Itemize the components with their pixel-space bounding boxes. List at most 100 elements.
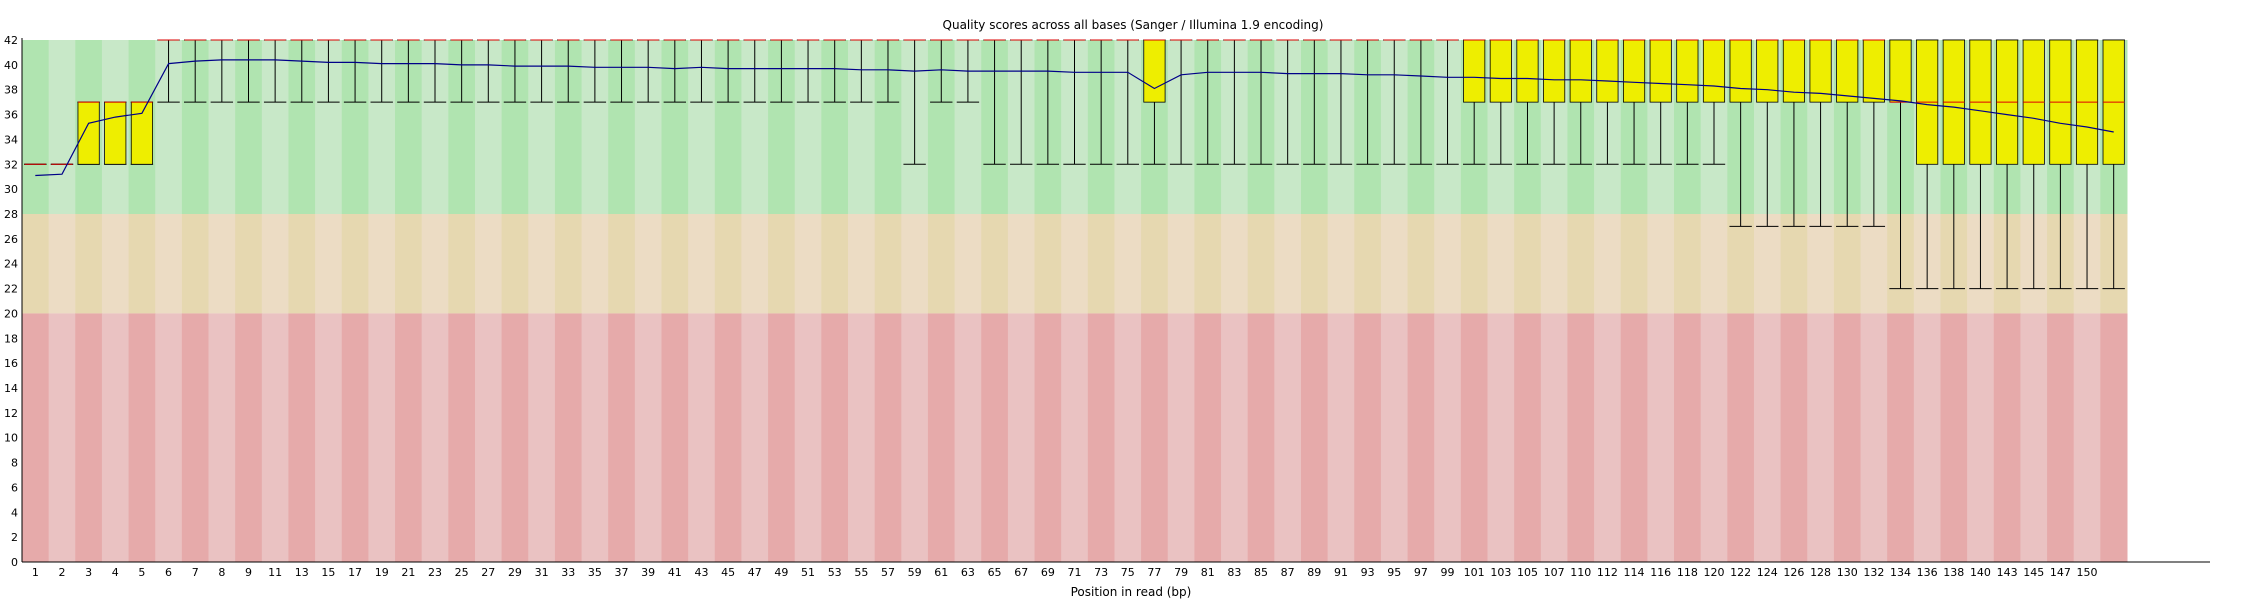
- reasonable-zone-cell: [661, 214, 689, 314]
- reasonable-zone-cell: [1354, 214, 1382, 314]
- reasonable-zone-cell: [1460, 214, 1489, 314]
- poor-zone-cell: [128, 313, 156, 562]
- poor-zone-cell: [1247, 313, 1275, 562]
- reasonable-zone-cell: [927, 214, 956, 314]
- poor-zone-cell: [1514, 313, 1542, 562]
- poor-zone-cell: [1434, 313, 1462, 562]
- iqr-box: [1889, 39, 1912, 103]
- x-axis-ticks: 1 2 3 4 5 6 7 8 9 11 13 15 17 19 21 23 25 27 29 31 33 35 37 39 4…: [32, 566, 2098, 579]
- y-tick-label: 26: [4, 233, 18, 246]
- poor-zone-cell: [75, 313, 103, 562]
- poor-zone-cell: [927, 313, 956, 562]
- poor-zone-cell: [448, 313, 476, 562]
- reasonable-zone-cell: [1540, 214, 1568, 314]
- iqr-box: [1596, 39, 1619, 103]
- x-tick-label: 85: [1254, 566, 1268, 579]
- poor-zone-cell: [1087, 313, 1115, 562]
- poor-zone-cell: [1221, 313, 1249, 562]
- x-tick-label: 118: [1677, 566, 1698, 579]
- reasonable-zone-cell: [1087, 214, 1115, 314]
- poor-zone-cell: [1887, 313, 1915, 562]
- reasonable-zone-cell: [634, 214, 662, 314]
- chart-title: Quality scores across all bases (Sanger …: [943, 18, 1324, 32]
- poor-zone-cell: [1807, 313, 1835, 562]
- reasonable-zone-cell: [741, 214, 769, 314]
- poor-zone-cell: [528, 313, 556, 562]
- poor-zone-cell: [1780, 313, 1808, 562]
- iqr-box: [130, 101, 153, 165]
- y-tick-label: 30: [4, 183, 18, 196]
- poor-zone-cell: [1194, 313, 1222, 562]
- poor-zone-cell: [421, 313, 449, 562]
- poor-zone-cell: [1274, 313, 1302, 562]
- x-tick-label: 136: [1917, 566, 1938, 579]
- reasonable-zone-cell: [421, 214, 449, 314]
- boxes: [77, 39, 2125, 165]
- iqr-box: [104, 101, 127, 165]
- reasonable-zone-cell: [1167, 214, 1195, 314]
- x-tick-label: 57: [881, 566, 895, 579]
- poor-zone-cell: [261, 313, 289, 562]
- x-tick-label: 99: [1441, 566, 1455, 579]
- x-tick-label: 91: [1334, 566, 1348, 579]
- poor-zone-cell: [1647, 313, 1675, 562]
- y-tick-label: 24: [4, 258, 18, 271]
- x-tick-label: 9: [245, 566, 252, 579]
- reasonable-zone-cell: [448, 214, 476, 314]
- good-zone-cell: [22, 40, 50, 214]
- x-tick-label: 95: [1387, 566, 1401, 579]
- x-tick-label: 122: [1730, 566, 1751, 579]
- reasonable-zone-cell: [501, 214, 529, 314]
- reasonable-zone-cell: [341, 214, 369, 314]
- reasonable-zone-cell: [1807, 214, 1835, 314]
- iqr-box: [1729, 39, 1752, 103]
- y-tick-label: 28: [4, 208, 18, 221]
- reasonable-zone-cell: [1674, 214, 1702, 314]
- poor-zone-cell: [1620, 313, 1648, 562]
- reasonable-zone-cell: [261, 214, 289, 314]
- reasonable-zone-cell: [1514, 214, 1542, 314]
- x-tick-label: 81: [1201, 566, 1215, 579]
- x-tick-label: 112: [1597, 566, 1618, 579]
- poor-zone-cell: [2047, 313, 2075, 562]
- poor-zone-cell: [1141, 313, 1169, 562]
- y-tick-label: 4: [11, 506, 18, 519]
- reasonable-zone-cell: [75, 214, 103, 314]
- x-tick-label: 126: [1783, 566, 1804, 579]
- reasonable-zone-cell: [688, 214, 716, 314]
- x-tick-label: 110: [1570, 566, 1591, 579]
- x-tick-label: 83: [1227, 566, 1241, 579]
- reasonable-zone-cell: [554, 214, 583, 314]
- reasonable-zone-cell: [1567, 214, 1595, 314]
- y-tick-label: 10: [4, 432, 18, 445]
- x-tick-label: 8: [218, 566, 225, 579]
- poor-zone-cell: [1727, 313, 1755, 562]
- reasonable-zone-cell: [1620, 214, 1648, 314]
- x-tick-label: 39: [641, 566, 655, 579]
- reasonable-zone-cell: [1700, 214, 1728, 314]
- poor-zone-cell: [1993, 313, 2021, 562]
- poor-zone-cell: [1354, 313, 1382, 562]
- reasonable-zone-cell: [315, 214, 343, 314]
- quality-zones: [22, 40, 2128, 562]
- x-tick-label: 79: [1174, 566, 1188, 579]
- iqr-box: [1836, 39, 1859, 103]
- poor-zone-cell: [2100, 313, 2128, 562]
- x-tick-label: 25: [455, 566, 469, 579]
- reasonable-zone-cell: [48, 214, 76, 314]
- reasonable-zone-cell: [1300, 214, 1329, 314]
- y-tick-label: 16: [4, 357, 18, 370]
- reasonable-zone-cell: [1753, 214, 1782, 314]
- reasonable-zone-cell: [1061, 214, 1089, 314]
- x-tick-label: 71: [1068, 566, 1082, 579]
- x-tick-label: 77: [1147, 566, 1161, 579]
- x-tick-label: 23: [428, 566, 442, 579]
- iqr-box: [1569, 39, 1592, 103]
- x-tick-label: 140: [1970, 566, 1991, 579]
- x-tick-label: 35: [588, 566, 602, 579]
- x-tick-label: 147: [2050, 566, 2071, 579]
- x-tick-label: 7: [192, 566, 199, 579]
- poor-zone-cell: [1460, 313, 1489, 562]
- x-tick-label: 105: [1517, 566, 1538, 579]
- x-tick-label: 89: [1307, 566, 1321, 579]
